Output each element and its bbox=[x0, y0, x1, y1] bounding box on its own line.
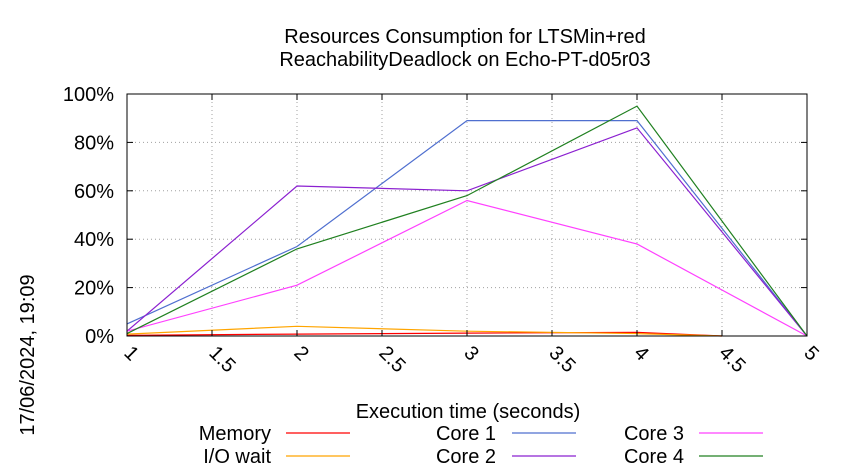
x-tick-label: 4.5 bbox=[714, 342, 749, 377]
grid bbox=[127, 94, 807, 336]
legend-label-i-o-wait: I/O wait bbox=[203, 446, 271, 468]
legend-label-core-2: Core 2 bbox=[436, 446, 496, 468]
y-tick-label: 40% bbox=[74, 229, 114, 251]
legend-label-core-4: Core 4 bbox=[624, 446, 684, 468]
series-line-core-2 bbox=[126, 127, 808, 337]
timestamp-label: 17/06/2024, 19:09 bbox=[17, 274, 39, 435]
chart-title-line-1: Resources Consumption for LTSMin+red bbox=[284, 26, 645, 48]
series-lines bbox=[126, 105, 808, 337]
x-tick-label: 2 bbox=[289, 342, 312, 365]
x-tick-label: 2.5 bbox=[374, 342, 409, 377]
x-tick-label: 4 bbox=[629, 342, 652, 365]
x-tick-label: 3 bbox=[459, 342, 482, 365]
series-line-core-4 bbox=[126, 105, 808, 337]
x-tick-label: 5 bbox=[799, 342, 822, 365]
x-tick-label: 1 bbox=[119, 342, 142, 365]
x-tick-label: 3.5 bbox=[544, 342, 579, 377]
y-tick-label: 80% bbox=[74, 132, 114, 154]
chart-title-line-2: ReachabilityDeadlock on Echo-PT-d05r03 bbox=[279, 49, 650, 71]
series-line-core-1 bbox=[126, 119, 808, 337]
x-tick-label: 1.5 bbox=[204, 342, 239, 377]
legend-label-core-1: Core 1 bbox=[436, 423, 496, 445]
series-line-core-3 bbox=[126, 199, 808, 337]
y-tick-label: 20% bbox=[74, 278, 114, 300]
x-axis-label: Execution time (seconds) bbox=[356, 401, 581, 423]
y-tick-label: 0% bbox=[85, 326, 114, 348]
legend-label-memory: Memory bbox=[199, 423, 271, 445]
legend-label-core-3: Core 3 bbox=[624, 423, 684, 445]
y-tick-label: 100% bbox=[63, 84, 114, 106]
y-tick-label: 60% bbox=[74, 181, 114, 203]
